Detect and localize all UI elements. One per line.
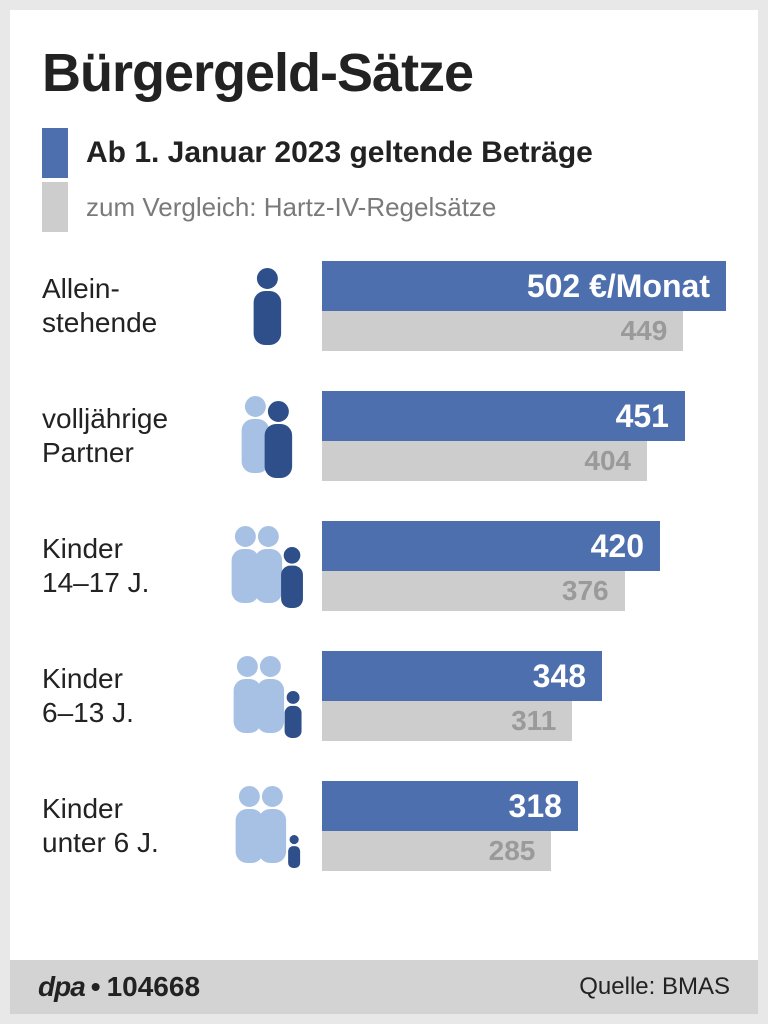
legend-swatch-comp	[42, 182, 68, 232]
person-icon	[212, 785, 322, 868]
footer-dot: •	[91, 971, 101, 1003]
bar-main: 502 €/Monat	[322, 261, 726, 311]
row-label: Kinderunter 6 J.	[42, 792, 212, 859]
footer-id: 104668	[107, 971, 200, 1003]
bar-comp: 449	[322, 311, 683, 351]
chart-rows: Allein-stehende 502 €/Monat 449 volljähr…	[42, 256, 726, 876]
bar-comp: 404	[322, 441, 647, 481]
row-bars: 420 376	[322, 521, 726, 611]
row-label: volljährigePartner	[42, 402, 212, 469]
legend-label-main: Ab 1. Januar 2023 geltende Beträge	[86, 136, 593, 170]
legend: Ab 1. Januar 2023 geltende Beträge zum V…	[42, 128, 726, 232]
legend-swatch-main	[42, 128, 68, 178]
row-bars: 348 311	[322, 651, 726, 741]
chart-row: Kinderunter 6 J. 318 285	[42, 776, 726, 876]
infographic-card: Bürgergeld-Sätze Ab 1. Januar 2023 gelte…	[10, 10, 758, 1014]
bar-main: 348	[322, 651, 602, 701]
person-icon	[212, 395, 322, 478]
row-bars: 451 404	[322, 391, 726, 481]
footer: dpa • 104668 Quelle: BMAS	[10, 960, 758, 1014]
footer-left: dpa • 104668	[38, 971, 200, 1003]
row-label: Allein-stehende	[42, 272, 212, 339]
bar-main: 318	[322, 781, 578, 831]
row-bars: 502 €/Monat 449	[322, 261, 726, 351]
row-label: Kinder6–13 J.	[42, 662, 212, 729]
legend-row-comp: zum Vergleich: Hartz-IV-Regelsätze	[42, 182, 726, 232]
person-icon	[212, 655, 322, 738]
legend-label-comp: zum Vergleich: Hartz-IV-Regelsätze	[86, 192, 496, 223]
person-icon	[212, 267, 322, 345]
chart-row: Kinder6–13 J. 348 311	[42, 646, 726, 746]
row-label: Kinder14–17 J.	[42, 532, 212, 599]
footer-source: Quelle: BMAS	[579, 973, 730, 1001]
chart-row: Kinder14–17 J. 420 376	[42, 516, 726, 616]
legend-row-main: Ab 1. Januar 2023 geltende Beträge	[42, 128, 726, 178]
bar-comp: 285	[322, 831, 551, 871]
footer-brand: dpa	[38, 971, 85, 1003]
person-icon	[212, 525, 322, 608]
bar-main: 451	[322, 391, 685, 441]
chart-row: Allein-stehende 502 €/Monat 449	[42, 256, 726, 356]
page-title: Bürgergeld-Sätze	[42, 42, 726, 104]
bar-comp: 376	[322, 571, 625, 611]
row-bars: 318 285	[322, 781, 726, 871]
bar-comp: 311	[322, 701, 572, 741]
bar-main: 420	[322, 521, 660, 571]
chart-row: volljährigePartner 451 404	[42, 386, 726, 486]
